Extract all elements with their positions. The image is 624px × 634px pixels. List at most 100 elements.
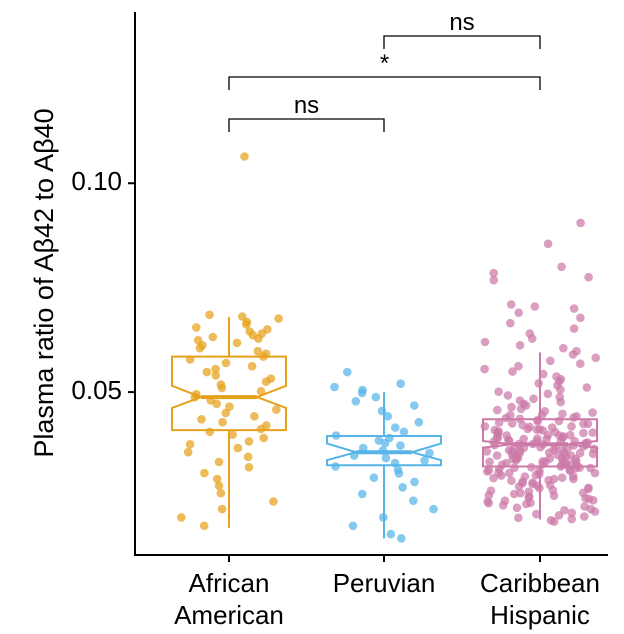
x-tick-label-0: African	[189, 568, 270, 598]
data-point-0-51	[214, 457, 224, 467]
x-tick-label-1: Peruvian	[333, 568, 436, 598]
data-point-2-15	[480, 337, 490, 347]
data-point-1-27	[394, 469, 404, 478]
data-point-0-35	[225, 402, 234, 412]
data-point-2-192	[590, 468, 600, 478]
data-point-2-175	[507, 419, 517, 428]
data-point-0-39	[197, 415, 206, 424]
data-point-0-36	[272, 405, 281, 414]
data-point-2-48	[558, 409, 567, 419]
data-point-2-51	[569, 413, 578, 422]
data-point-1-23	[420, 456, 429, 465]
data-point-2-196	[501, 413, 511, 423]
data-point-0-49	[183, 447, 193, 457]
data-point-0-29	[217, 383, 227, 393]
data-point-0-42	[256, 424, 266, 434]
data-point-1-17	[396, 441, 405, 450]
data-point-2-208	[560, 448, 569, 458]
data-point-2-201	[588, 428, 598, 437]
data-point-0-3	[274, 314, 283, 323]
data-point-2-130	[580, 512, 589, 521]
data-point-0-57	[269, 497, 278, 506]
data-point-0-44	[228, 430, 237, 440]
data-point-0-52	[244, 463, 254, 472]
data-point-0-46	[244, 437, 254, 446]
data-point-0-16	[195, 343, 205, 353]
data-point-2-26	[538, 369, 548, 379]
data-point-2-9	[514, 308, 523, 318]
data-point-2-125	[560, 506, 569, 515]
bracket-label-1: *	[380, 50, 389, 77]
significance-brackets: ns * ns	[228, 9, 541, 132]
data-point-1-22	[381, 453, 391, 463]
data-point-2-17	[559, 343, 568, 353]
data-point-2-8	[569, 304, 579, 313]
y-tick-label-1: 0.10	[71, 166, 122, 196]
data-point-2-112	[509, 489, 519, 499]
data-point-2-129	[554, 511, 564, 520]
data-point-2-166	[518, 478, 527, 488]
data-point-0-27	[261, 377, 271, 387]
data-point-0-55	[214, 481, 224, 491]
data-point-2-6	[506, 300, 516, 309]
data-point-1-29	[410, 477, 419, 487]
data-point-2-164	[489, 473, 498, 483]
data-point-2-34	[494, 387, 503, 397]
data-point-2-33	[556, 385, 565, 394]
data-point-0-21	[221, 358, 231, 368]
data-point-0-6	[192, 323, 201, 332]
data-point-2-117	[589, 496, 598, 505]
data-point-2-40	[556, 397, 565, 407]
data-point-2-172	[581, 493, 590, 503]
data-point-2-171	[549, 491, 559, 501]
data-point-2-36	[503, 391, 513, 400]
data-point-2-128	[532, 509, 541, 519]
data-point-2-213	[575, 463, 584, 473]
data-point-1-32	[409, 496, 418, 506]
data-point-1-25	[331, 462, 340, 471]
data-point-2-191	[484, 465, 494, 475]
data-point-1-36	[386, 529, 396, 539]
jitter-points	[177, 152, 600, 543]
data-point-2-22	[576, 359, 585, 369]
box-0	[171, 355, 287, 432]
data-point-2-199	[525, 422, 534, 432]
data-point-2-186	[492, 451, 502, 460]
data-point-2-1	[543, 239, 553, 249]
data-point-0-47	[185, 440, 195, 449]
data-point-2-23	[514, 361, 523, 371]
data-point-1-20	[425, 448, 434, 458]
data-point-1-10	[414, 417, 424, 427]
data-point-0-24	[202, 367, 212, 377]
data-point-2-32	[582, 383, 592, 392]
data-point-0-23	[211, 364, 220, 374]
data-point-2-203	[533, 434, 542, 443]
y-ticks: 0.05 0.10	[71, 166, 135, 405]
data-point-2-47	[588, 408, 597, 417]
data-point-2-126	[590, 507, 600, 516]
data-point-0-34	[212, 399, 221, 409]
data-point-2-99	[557, 473, 567, 483]
data-point-2-20	[591, 353, 600, 363]
data-point-0-12	[254, 334, 263, 343]
x-tick-label-0-line2: American	[174, 600, 284, 630]
data-point-2-176	[567, 422, 576, 431]
bracket-2	[228, 118, 385, 132]
data-point-0-59	[177, 513, 186, 522]
data-point-2-131	[514, 513, 523, 523]
y-tick-label-0: 0.05	[71, 375, 122, 405]
data-point-1-5	[371, 392, 381, 402]
data-point-2-12	[569, 324, 579, 333]
data-point-2-170	[516, 488, 525, 498]
data-point-2-0	[576, 218, 585, 228]
data-point-2-45	[493, 405, 502, 415]
data-point-2-198	[583, 419, 593, 429]
data-point-1-12	[399, 427, 409, 437]
data-point-2-123	[512, 503, 522, 513]
data-point-2-21	[546, 356, 555, 366]
data-point-2-65	[565, 430, 575, 440]
data-point-0-54	[212, 474, 222, 484]
data-point-1-9	[383, 412, 393, 421]
data-point-2-194	[569, 474, 578, 484]
data-point-2-4	[584, 272, 593, 282]
